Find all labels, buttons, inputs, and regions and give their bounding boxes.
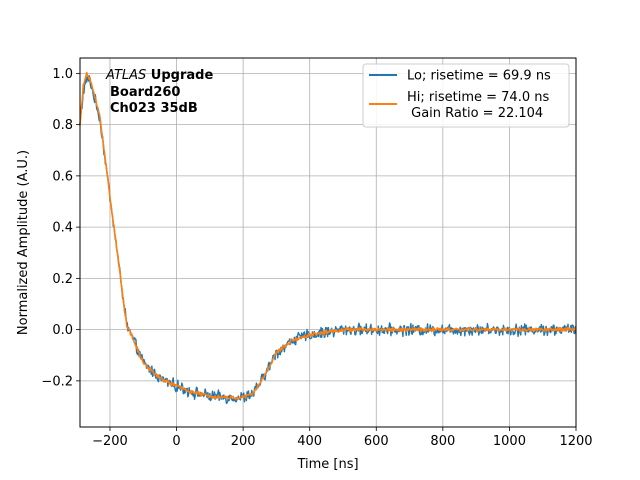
x-tick-label: 1200 [559, 434, 592, 449]
y-tick-label: 0.0 [52, 323, 73, 338]
x-tick-label: 400 [297, 434, 322, 449]
annotation-board: Board260 [110, 85, 180, 100]
plot-frame [79, 57, 577, 428]
y-tick-label: 0.6 [52, 169, 73, 184]
legend-label-hi-line: Gain Ratio = 22.104 [407, 106, 543, 121]
axis-ticks: −200 0 200 400 600 800 1000 1200 −0.2 0.0 0.2 0.4 0.… [41, 67, 592, 449]
series-layer [79, 71, 577, 405]
legend-label-hi: Hi; risetime = 74.0 ns Gain Ratio = 22.1… [407, 90, 549, 121]
y-tick-label: −0.2 [41, 374, 73, 389]
y-tick-label: 0.8 [52, 118, 73, 133]
x-tick-label: 600 [364, 434, 389, 449]
y-axis-label: Normalized Amplitude (A.U.) [16, 150, 31, 335]
legend: Lo; risetime = 69.9 ns Hi; risetime = 74… [362, 63, 570, 128]
legend-label-hi-line: Hi; risetime = 74.0 ns [407, 90, 549, 105]
x-tick-label: 200 [231, 434, 256, 449]
atlas-annotation: ATLAS Upgrade Board260 Ch023 35dB [105, 68, 213, 116]
y-tick-label: 0.4 [52, 221, 73, 236]
svg-text:ATLAS Upgrade: ATLAS Upgrade [105, 68, 213, 83]
x-tick-label: 0 [172, 434, 180, 449]
series-line-hi [79, 71, 577, 400]
y-tick-label: 1.0 [52, 67, 73, 82]
y-tick-label: 0.2 [52, 272, 73, 287]
annotation-channel: Ch023 35dB [110, 101, 198, 116]
x-tick-label: 800 [430, 434, 455, 449]
annotation-atlas: ATLAS [105, 68, 146, 83]
x-tick-label: −200 [92, 434, 128, 449]
legend-label-lo: Lo; risetime = 69.9 ns [407, 69, 551, 84]
legend-box [362, 63, 570, 128]
x-tick-label: 1000 [493, 434, 526, 449]
annotation-upgrade: Upgrade [146, 68, 213, 83]
x-axis-label: Time [ns] [296, 457, 358, 472]
